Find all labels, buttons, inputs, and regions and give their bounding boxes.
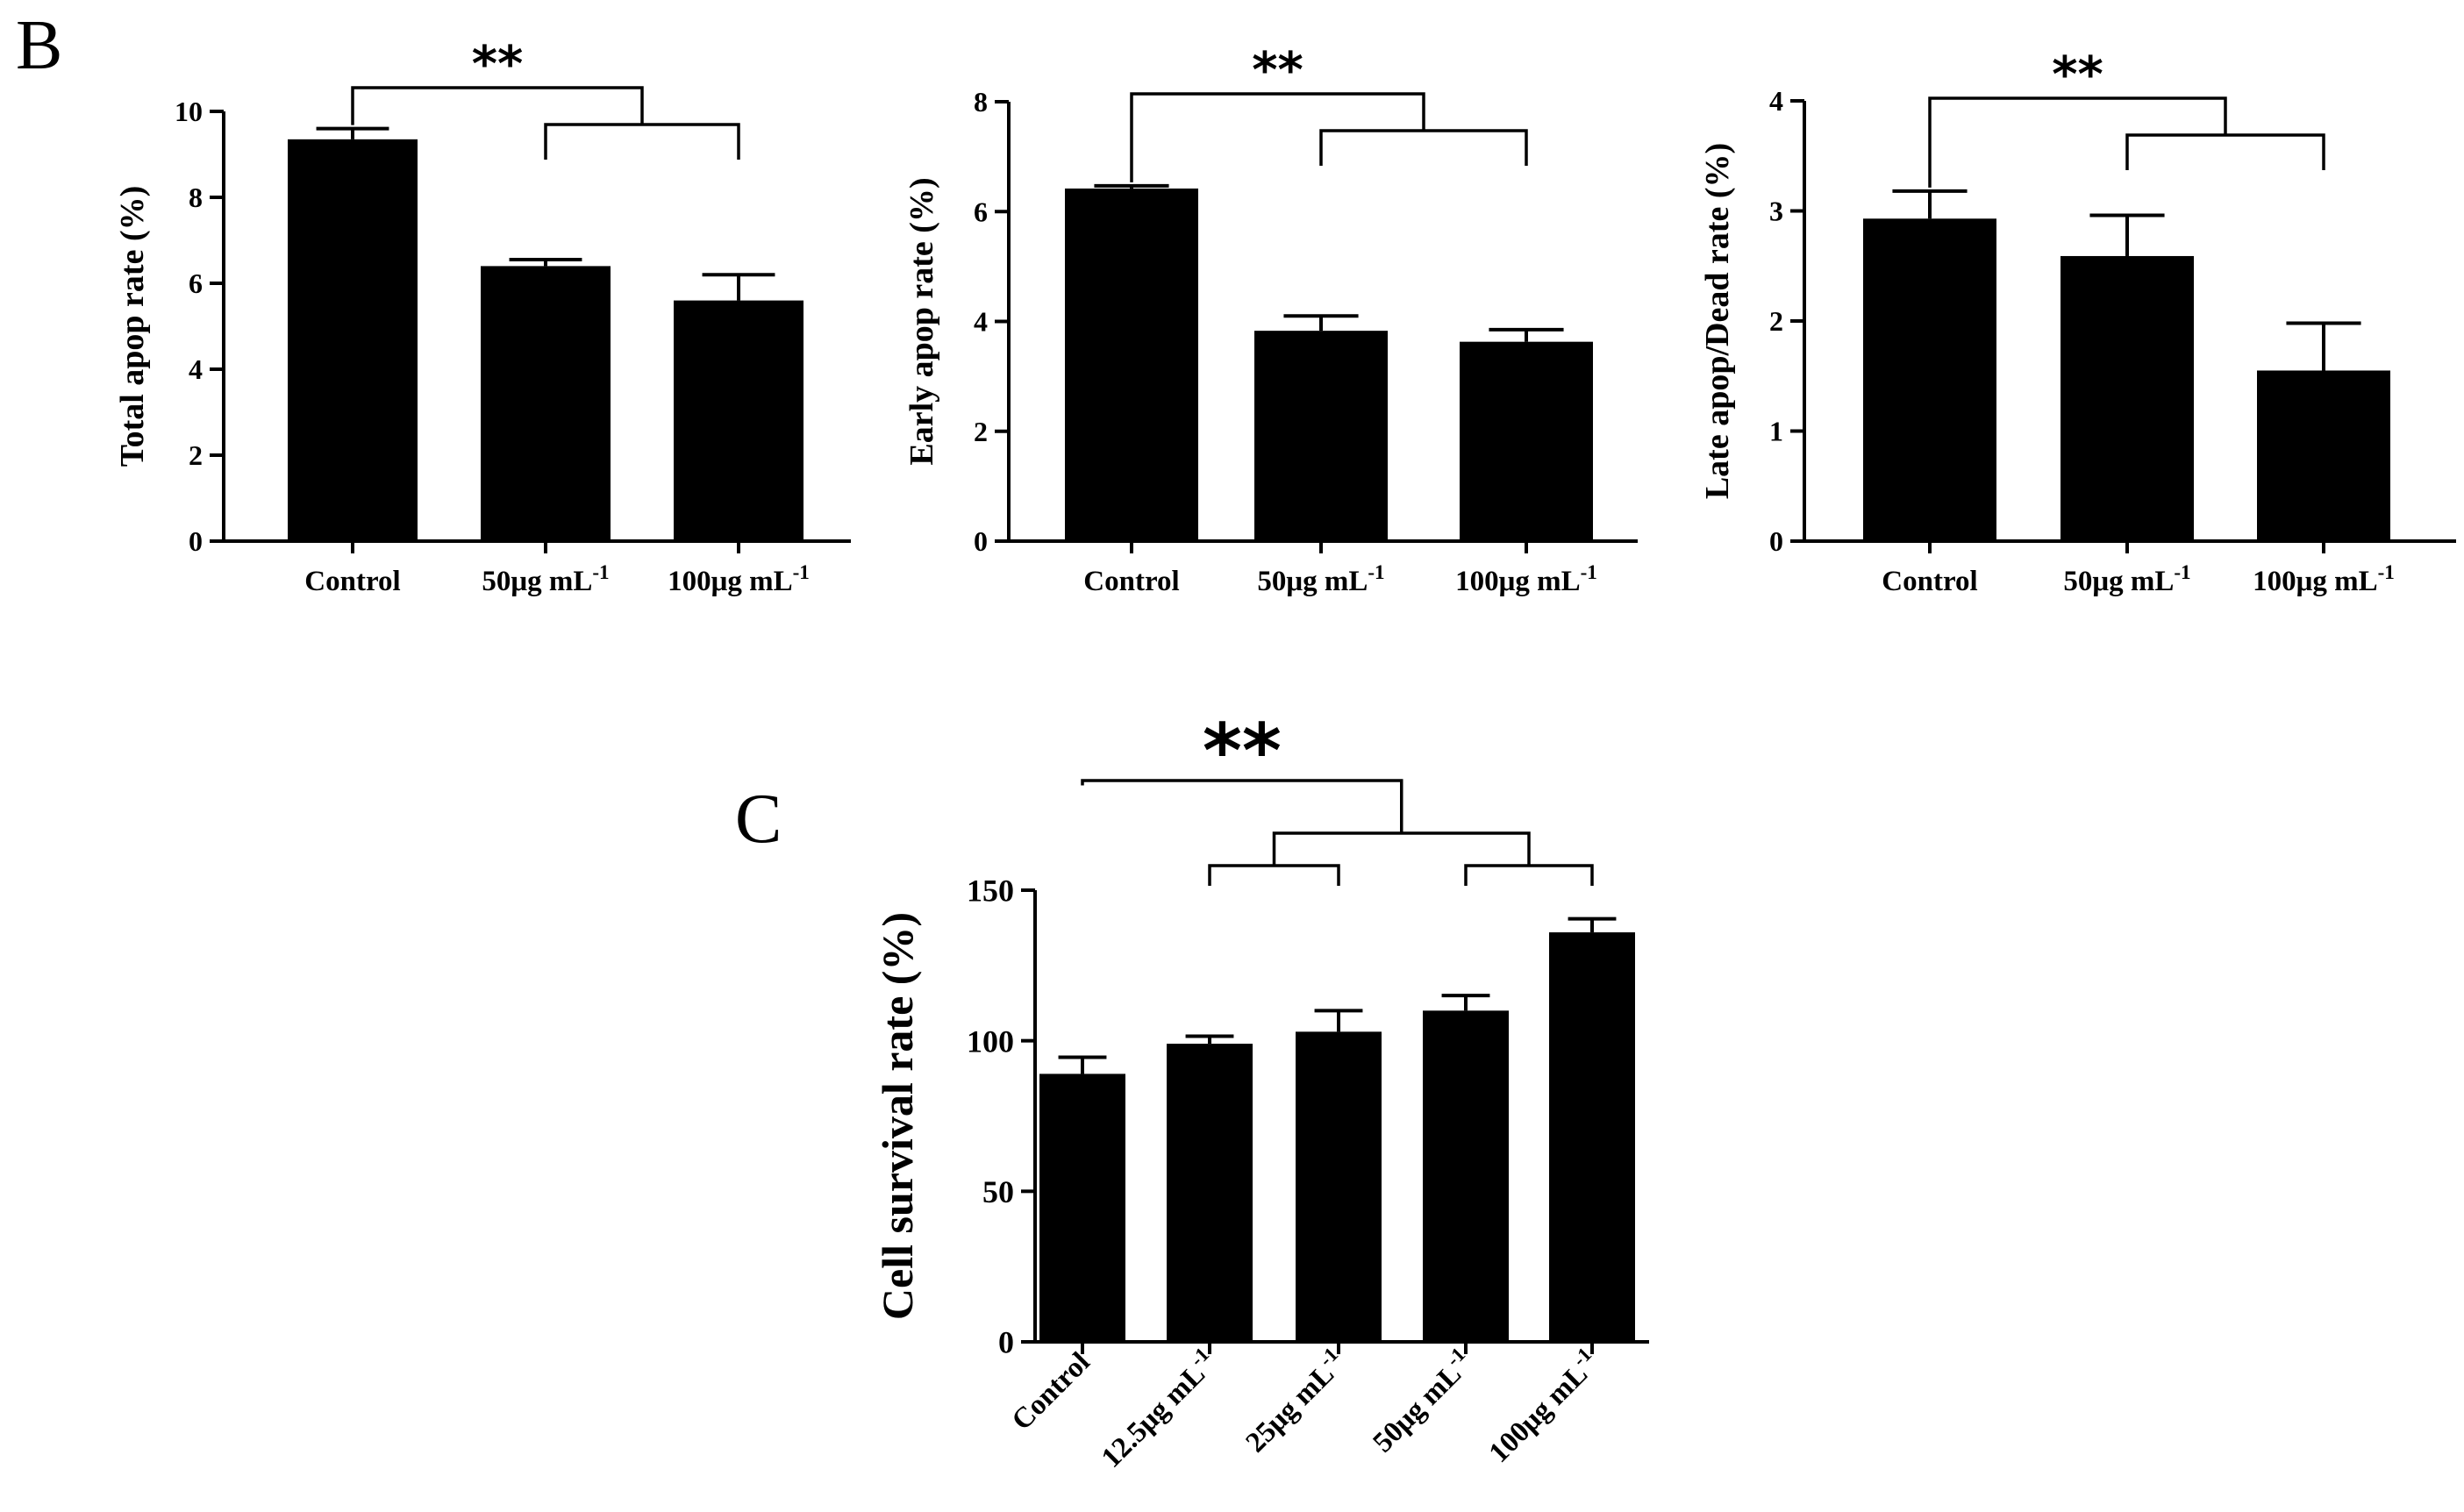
significance-bracket: [1081, 779, 1403, 833]
bar: [1296, 1031, 1382, 1342]
bar: [2060, 255, 2194, 541]
y-tick-label: 3: [1769, 196, 1783, 227]
y-tick-label: 4: [189, 353, 203, 385]
y-tick-label: 2: [1769, 305, 1783, 337]
significance-marker: **: [2052, 46, 2103, 103]
category-label: 50μg mL-1: [482, 560, 609, 597]
significance-bracket: [1208, 864, 1340, 886]
significance-bracket: [2125, 133, 2325, 170]
y-axis-title: Early apop rate (%): [903, 177, 940, 465]
y-tick-label: 0: [189, 525, 203, 557]
bar: [1423, 1010, 1509, 1342]
category-label: Control: [1006, 1346, 1096, 1437]
y-tick-label: 2: [974, 416, 988, 447]
bar: [674, 300, 803, 541]
significance-bracket: [1464, 864, 1594, 886]
y-axis-title: Total apop rate (%): [114, 186, 151, 467]
y-tick-label: 2: [189, 439, 203, 471]
category-label: 100μg mL-1: [668, 560, 810, 597]
bar: [1863, 218, 1996, 541]
y-tick-label: 4: [974, 306, 988, 338]
y-tick-label: 50: [982, 1174, 1014, 1209]
category-label: 50μg mL-1: [2063, 560, 2190, 597]
significance-bracket: [1928, 96, 2227, 188]
bar: [1549, 932, 1635, 1342]
y-tick-label: 10: [175, 96, 203, 127]
bar: [2257, 370, 2390, 541]
bar: [481, 266, 611, 541]
significance-marker: **: [472, 36, 524, 93]
bar: [1065, 188, 1198, 541]
y-tick-label: 8: [189, 182, 203, 213]
panel-c-label: C: [735, 781, 782, 858]
significance-bracket: [351, 86, 644, 125]
y-tick-label: 0: [1769, 525, 1783, 557]
y-tick-label: 4: [1769, 85, 1783, 117]
category-label: 100μg mL-1: [1455, 560, 1597, 597]
y-tick-label: 0: [998, 1325, 1014, 1360]
y-tick-label: 6: [974, 196, 988, 227]
y-tick-label: 150: [967, 874, 1014, 909]
category-label: 50μg mL-1: [1363, 1343, 1480, 1459]
significance-marker: **: [1252, 42, 1303, 99]
significance-bracket: [1130, 92, 1425, 182]
significance-bracket: [544, 123, 740, 160]
y-tick-label: 8: [974, 86, 988, 118]
category-label: 25μg mL-1: [1236, 1343, 1353, 1459]
significance-bracket: [1272, 831, 1531, 866]
category-label: Control: [1882, 566, 1977, 597]
panel-b-label: B: [16, 7, 62, 84]
y-tick-label: 0: [974, 525, 988, 557]
y-axis-title: Cell survival rate (%): [873, 912, 922, 1320]
category-label: Control: [304, 566, 400, 597]
bar: [1254, 331, 1388, 541]
category-label: 50μg mL-1: [1257, 560, 1384, 597]
bar: [1167, 1044, 1253, 1342]
category-label: 12.5μg mL-1: [1092, 1343, 1224, 1474]
category-label: Control: [1083, 566, 1179, 597]
category-label: 100μg mL-1: [2253, 560, 2395, 597]
y-tick-label: 100: [967, 1023, 1014, 1059]
bar: [1039, 1073, 1125, 1342]
category-label: 100μg mL-1: [1479, 1343, 1605, 1469]
y-axis-title: Late apop/Dead rate (%): [1699, 143, 1736, 499]
bar: [1460, 341, 1593, 541]
significance-bracket: [1319, 129, 1528, 166]
y-tick-label: 6: [189, 267, 203, 299]
bar: [288, 139, 418, 541]
significance-marker: **: [1203, 708, 1282, 795]
y-tick-label: 1: [1769, 416, 1783, 447]
